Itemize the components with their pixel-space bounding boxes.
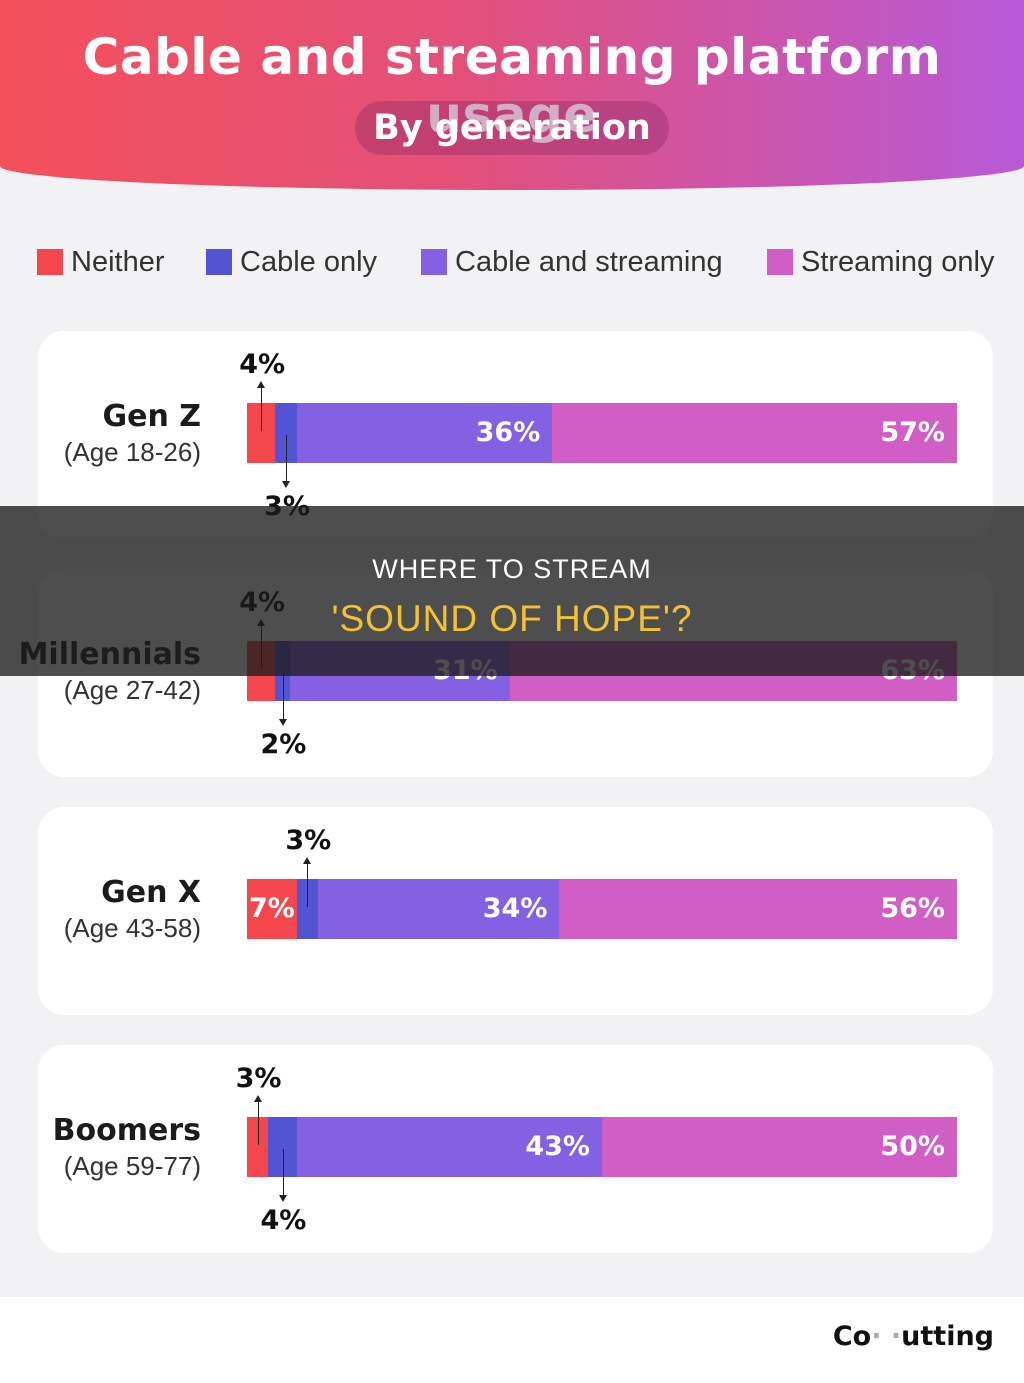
legend-label: Cable only (240, 245, 378, 278)
overlay-line-2: 'SOUND OF HOPE'? (331, 598, 693, 639)
overlay-line-1: WHERE TO STREAM (372, 554, 652, 584)
data-label: 36% (475, 417, 541, 448)
brand-logo: Co· ·utting (832, 1321, 994, 1352)
callout-label: 4% (239, 349, 286, 380)
bar-segment-cable-only (296, 879, 318, 939)
data-label: 43% (525, 1131, 590, 1162)
data-label: 56% (880, 893, 945, 924)
callout-arrow-line (257, 1101, 259, 1145)
bar-segment-cable-and-streaming (318, 879, 560, 939)
arrow-down-icon (282, 481, 291, 488)
bar-segment-streaming-only (559, 879, 957, 939)
generation-age: (Age 18-26) (63, 437, 201, 467)
arrow-down-icon (278, 719, 287, 726)
data-label: 57% (880, 417, 945, 448)
generation-name: Gen X (101, 875, 201, 910)
footer: Co· ·utting (0, 1297, 1024, 1383)
legend-label: Streaming only (801, 245, 995, 278)
bar-segment-cable-only (275, 403, 297, 463)
legend-swatch (767, 249, 793, 275)
legend-label: Cable and streaming (455, 245, 723, 278)
header-banner: Cable and streaming platform usage By ge… (0, 0, 1024, 190)
data-label: 34% (482, 893, 548, 924)
generation-card-boomers: Boomers (Age 59-77) 3% 4% 43% 50% (38, 1045, 993, 1253)
bar-segment-streaming-only (552, 403, 957, 463)
legend: Neither Cable only Cable and streaming Stre… (0, 240, 1024, 284)
generation-age: (Age 59-77) (63, 1151, 201, 1181)
callout-arrow-line (261, 387, 263, 431)
legend-swatch (421, 249, 447, 275)
arrow-up-icon (303, 857, 312, 864)
chart-title: Cable and streaming platform usage (82, 28, 942, 144)
callout-label: 3% (285, 825, 332, 856)
generation-age: (Age 43-58) (63, 913, 201, 943)
legend-label: Neither (71, 245, 165, 278)
chart-subtitle: By generation (355, 101, 669, 155)
callout-arrow-line (282, 1149, 284, 1197)
data-label: 7% (249, 893, 295, 924)
bar-segment-cable-and-streaming (296, 1117, 602, 1177)
bar-segment-streaming-only (602, 1117, 957, 1177)
bar-segment-cable-only (268, 1117, 297, 1177)
legend-item-cable-and-streaming: Cable and streaming (421, 240, 723, 284)
generation-card-gen-x: Gen X (Age 43-58) 7% 3% 34% 56% (38, 807, 993, 1015)
generation-name: Boomers (52, 1113, 201, 1148)
bar-segment-neither (247, 879, 297, 939)
legend-item-streaming-only: Streaming only (767, 240, 994, 284)
legend-swatch (37, 249, 63, 275)
callout-arrow-line (286, 435, 288, 483)
callout-label: 3% (235, 1063, 282, 1094)
generation-card-gen-z: Gen Z(Age 18-26)4%3%36%57% (38, 331, 993, 539)
arrow-up-icon (257, 381, 266, 388)
bar-segment-neither (247, 1117, 269, 1177)
callout-label: 4% (260, 1205, 307, 1236)
legend-swatch (206, 249, 232, 275)
legend-item-cable-only: Cable only (206, 240, 377, 284)
bar-segment-cable-and-streaming (296, 403, 553, 463)
legend-item-neither: Neither (37, 240, 165, 284)
callout-arrow-line (282, 673, 284, 721)
generation-age: (Age 27-42) (63, 675, 201, 705)
callout-arrow-line (307, 863, 309, 907)
arrow-down-icon (278, 1195, 287, 1202)
generation-name: Gen Z (102, 399, 201, 434)
title-overlay: WHERE TO STREAM 'SOUND OF HOPE'? (0, 506, 1024, 676)
arrow-up-icon (253, 1095, 262, 1102)
data-label: 50% (880, 1131, 945, 1162)
callout-label: 2% (260, 729, 307, 760)
